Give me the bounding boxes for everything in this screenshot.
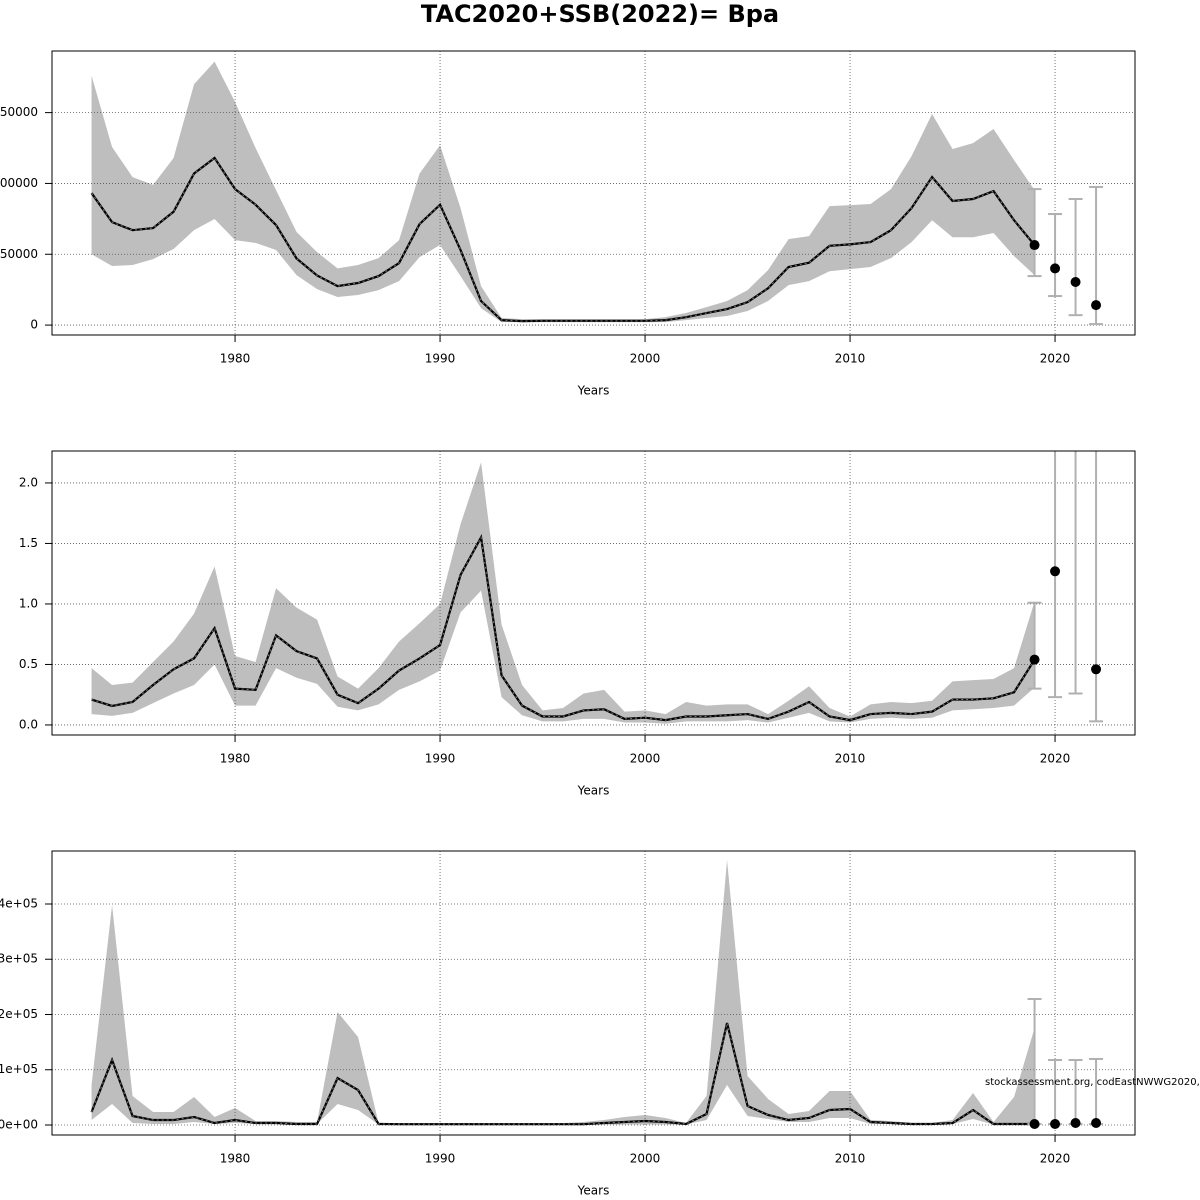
panel: 1980 1990 2000 2010 2020 0 50000 100000 150000 Ye…	[0, 50, 1136, 398]
plot-frame	[51, 450, 1136, 736]
forecast-point	[1050, 1119, 1061, 1130]
x-tick-label: 2020	[1040, 352, 1071, 366]
y-tick-label: 2e+05	[0, 1007, 38, 1021]
forecast-point	[1070, 1118, 1081, 1129]
y-tick-label: 50000	[0, 247, 38, 261]
x-tick-label: 1990	[425, 1152, 456, 1166]
x-tick-label: 2020	[1040, 1152, 1071, 1166]
confidence-band	[91, 462, 1035, 724]
estimate-line-dots	[91, 1022, 1035, 1125]
x-tick-label: 2010	[835, 1152, 866, 1166]
x-tick-label: 1990	[425, 752, 456, 766]
y-tick-label: 1.0	[19, 596, 38, 610]
x-tick-label: 2000	[630, 752, 661, 766]
y-tick-label: 1e+05	[0, 1062, 38, 1076]
y-tick-label: 0e+00	[0, 1117, 38, 1131]
y-tick-label: 150000	[0, 105, 38, 119]
forecast-point	[1050, 566, 1061, 577]
forecast-point	[1050, 263, 1061, 274]
x-tick-label: 1980	[220, 752, 251, 766]
y-tick-label: 0	[30, 318, 38, 332]
y-tick-label: 2.0	[19, 475, 38, 489]
plot-frame	[51, 850, 1136, 1136]
x-axis-label: Years	[577, 384, 610, 398]
estimate-line	[91, 533, 1036, 722]
figure-title: TAC2020+SSB(2022)= Bpa	[421, 0, 779, 28]
forecast-point	[1091, 1118, 1102, 1129]
forecast-point	[1091, 300, 1102, 311]
forecast-point	[1029, 1119, 1040, 1130]
plot-area	[52, 851, 1135, 1135]
estimate-line-dots	[91, 157, 1035, 322]
x-tick-label: 2000	[630, 352, 661, 366]
x-tick-label: 2000	[630, 1152, 661, 1166]
x-tick-label: 2020	[1040, 752, 1071, 766]
forecast-point	[1029, 240, 1040, 251]
x-tick-label: 2010	[835, 352, 866, 366]
x-tick-label: 1980	[220, 1152, 251, 1166]
forecast-point	[1091, 664, 1102, 675]
confidence-band	[91, 61, 1035, 323]
panel: 1980 1990 2000 2010 2020 0.0 0.5 1.0 1.5 2.0 Years	[19, 450, 1136, 798]
x-tick-label: 1990	[425, 352, 456, 366]
y-tick-label: 0.5	[19, 657, 38, 671]
plot-area	[52, 51, 1135, 335]
forecast-point	[1070, 277, 1081, 288]
y-tick-label: 3e+05	[0, 952, 38, 966]
panel: 1980 1990 2000 2010 2020 0e+00 1e+05 2e+05 3e+05…	[0, 850, 1136, 1198]
annotation: stockassessment.org, codEastNWWG2020,	[985, 1077, 1200, 1088]
y-tick-label: 100000	[0, 176, 38, 190]
x-tick-label: 2010	[835, 752, 866, 766]
forecast-point	[1029, 654, 1040, 665]
plot-frame	[51, 50, 1136, 336]
confidence-band	[91, 860, 1035, 1125]
y-tick-label: 4e+05	[0, 896, 38, 910]
y-tick-label: 0.0	[19, 717, 38, 731]
x-axis-label: Years	[577, 1184, 610, 1198]
plot-area	[52, 451, 1135, 735]
x-axis-label: Years	[577, 784, 610, 798]
y-tick-label: 1.5	[19, 536, 38, 550]
x-tick-label: 1980	[220, 352, 251, 366]
